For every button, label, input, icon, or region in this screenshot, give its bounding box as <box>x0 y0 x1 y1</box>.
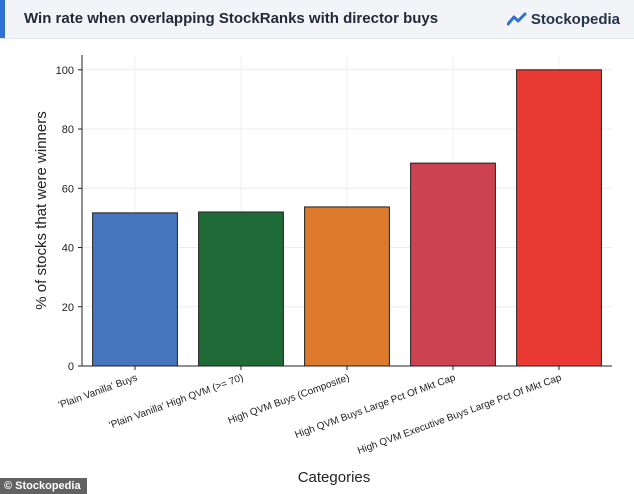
trend-icon <box>506 12 527 26</box>
header-accent-bar <box>0 0 5 38</box>
chart-header: Win rate when overlapping StockRanks wit… <box>0 0 634 39</box>
brand-logo: Stockopedia <box>506 9 620 29</box>
bars <box>92 69 602 367</box>
footer-credit: © Stockopedia <box>0 478 87 494</box>
y-axis-title: % of stocks that were winners <box>33 111 50 309</box>
bar <box>516 69 602 367</box>
y-tick-label: 100 <box>56 65 74 77</box>
brand-name: Stockopedia <box>530 10 620 28</box>
x-tick-label: High QVM Executive Buys Large Pct Of Mkt… <box>356 372 563 456</box>
bar <box>92 212 178 367</box>
y-tick-label: 0 <box>68 361 74 373</box>
y-tick-label: 80 <box>62 124 74 136</box>
x-axis-title: Categories <box>298 469 371 486</box>
x-tick-label: 'Plain Vanilla' Buys <box>57 372 139 411</box>
y-tick-label: 60 <box>62 183 74 195</box>
bar <box>410 162 496 367</box>
bar <box>198 211 284 367</box>
bar <box>304 206 390 367</box>
y-tick-label: 20 <box>62 302 74 314</box>
y-tick-label: 40 <box>62 243 74 255</box>
chart-title: Win rate when overlapping StockRanks wit… <box>24 10 439 27</box>
